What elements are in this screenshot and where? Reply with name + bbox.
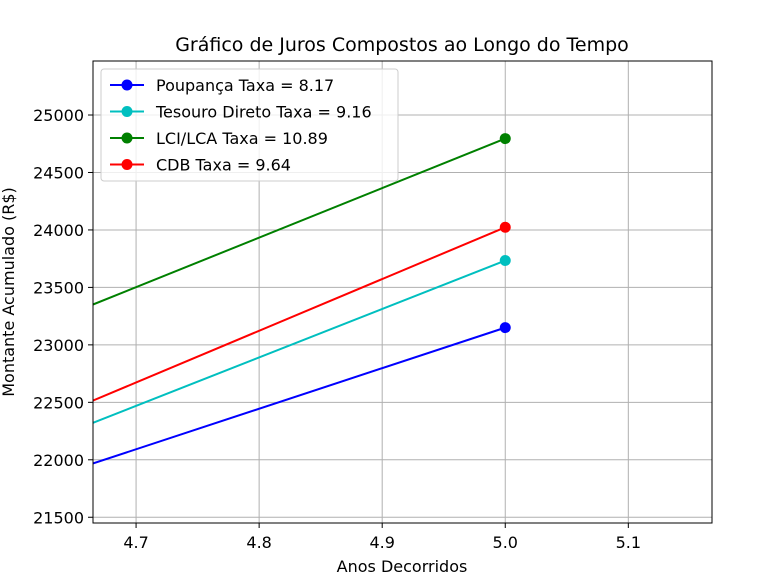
legend-marker <box>121 132 133 144</box>
series-markers <box>499 133 511 334</box>
legend-label: Poupança Taxa = 8.17 <box>156 76 334 95</box>
y-tick-label: 22000 <box>33 451 84 470</box>
legend-label: Tesouro Direto Taxa = 9.16 <box>155 103 372 122</box>
y-tick-label: 21500 <box>33 508 84 527</box>
data-point-1 <box>499 255 511 267</box>
x-tick-label: 5.0 <box>493 533 518 552</box>
legend-marker <box>121 159 133 170</box>
legend-box <box>100 68 399 182</box>
legend-marker <box>121 106 133 117</box>
series-line-0 <box>93 326 506 465</box>
data-point-3 <box>499 221 511 233</box>
y-tick-label: 24000 <box>33 221 84 240</box>
x-axis: 4.7 4.8 4.9 5.0 5.1 <box>123 523 641 552</box>
series-lines <box>93 137 506 465</box>
y-axis-title: Montante Acumulado (R$) <box>0 187 18 397</box>
series-line-2 <box>93 137 506 306</box>
series-line-3 <box>93 226 506 402</box>
plot-frame <box>92 60 713 524</box>
chart-title: Gráfico de Juros Compostos ao Longo do T… <box>175 34 629 56</box>
legend-label: CDB Taxa = 9.64 <box>156 156 291 175</box>
x-tick-label: 4.7 <box>123 533 148 552</box>
y-tick-label: 24500 <box>33 163 84 182</box>
y-tick-label: 23500 <box>33 278 84 297</box>
y-tick-label: 22500 <box>33 393 84 412</box>
x-axis-title: Anos Decorridos <box>337 557 468 573</box>
y-tick-label: 25000 <box>33 106 84 125</box>
x-tick-label: 5.1 <box>616 533 641 552</box>
y-tick-label: 23000 <box>33 336 84 355</box>
legend: Poupança Taxa = 8.17 Tesouro Direto Taxa … <box>100 68 399 182</box>
x-tick-label: 4.8 <box>246 533 271 552</box>
legend-label: LCI/LCA Taxa = 10.89 <box>156 129 328 148</box>
data-point-0 <box>499 322 511 334</box>
x-tick-label: 4.9 <box>369 533 394 552</box>
legend-marker <box>121 79 133 91</box>
series-line-1 <box>93 259 506 424</box>
y-axis: 21500 22000 22500 23000 23500 24000 24500 25000 <box>33 106 93 527</box>
data-point-2 <box>499 133 511 145</box>
